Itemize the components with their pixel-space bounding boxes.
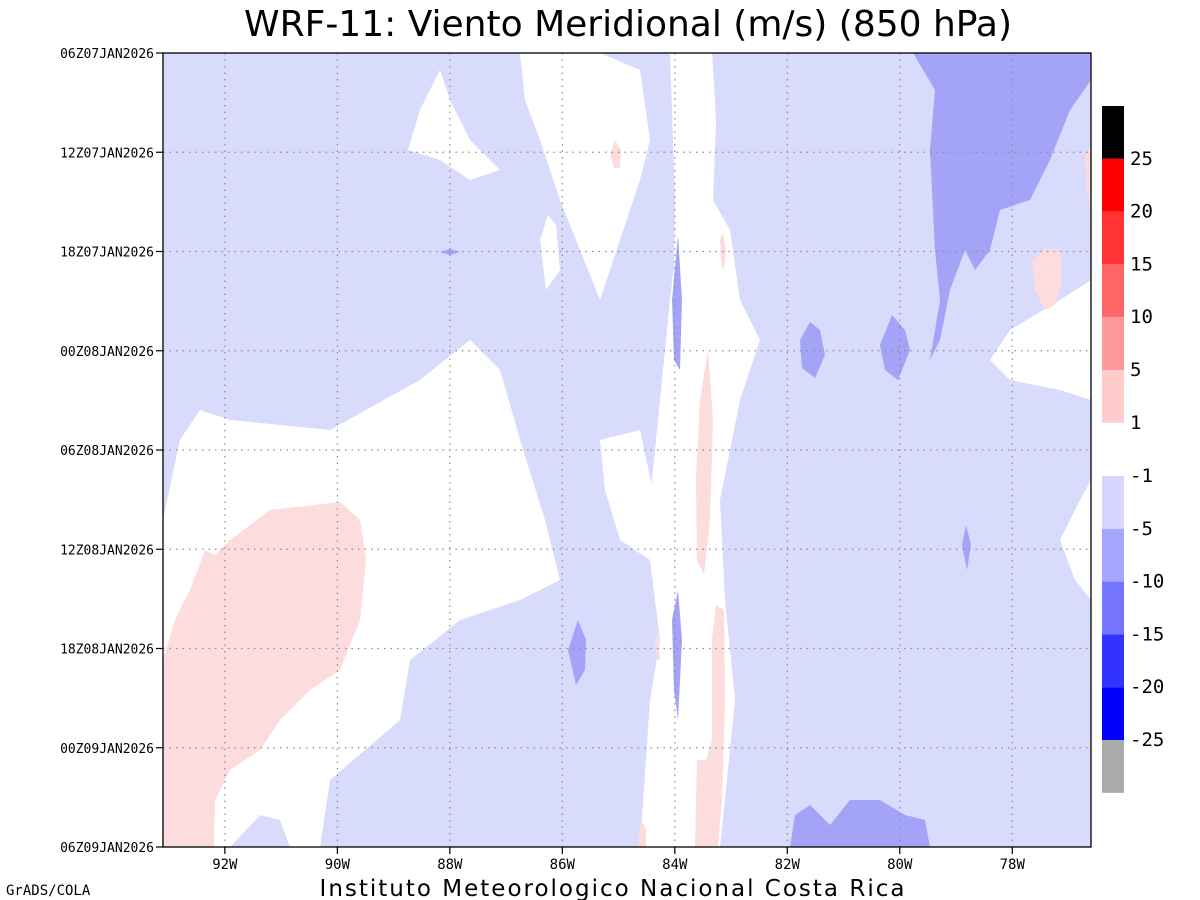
y-tick-label: 00Z08JAN2026: [60, 345, 154, 360]
colorbar-swatch: [1102, 476, 1124, 529]
colorbar-swatch: [1102, 158, 1124, 212]
colorbar-label: -1: [1130, 465, 1153, 487]
field-zero-6: [1060, 480, 1091, 600]
field-neg-east: [690, 53, 1091, 847]
colorbar-label: 5: [1130, 359, 1141, 381]
field-pos-blob-1: [610, 140, 621, 168]
field-pos-blob-5: [655, 630, 660, 660]
x-tick-label: 92W: [212, 857, 238, 873]
x-tick-label: 88W: [437, 857, 463, 873]
colorbar-swatch: [1102, 317, 1124, 370]
field-pos-blob-4: [638, 820, 646, 847]
colorbar-label: -15: [1130, 623, 1164, 645]
field-neg-strong-3: [568, 620, 586, 685]
y-tick-label: 18Z08JAN2026: [60, 643, 154, 658]
y-tick-label: 18Z07JAN2026: [60, 246, 154, 261]
field-neg-southwest: [230, 815, 290, 847]
field-neg-strong-2: [880, 315, 910, 380]
colorbar-swatch: [1102, 528, 1124, 582]
field-neg-middle: [320, 420, 660, 847]
colorbar-swatch: [1102, 211, 1124, 265]
field-zero-4: [670, 53, 760, 847]
colorbar-label: 1: [1130, 412, 1141, 434]
y-tick-label: 12Z08JAN2026: [60, 543, 154, 558]
field-zero-2: [540, 215, 560, 290]
colorbar-swatch: [1102, 740, 1124, 793]
colorbar-label: 20: [1130, 201, 1153, 223]
colorbar-swatch: [1102, 264, 1124, 318]
colorbar-label: -5: [1130, 518, 1153, 540]
field-pos-east: [1032, 248, 1062, 310]
chart-title: WRF-11: Viento Meridional (m/s) (850 hPa…: [244, 4, 1012, 45]
field-neg-strong-5: [672, 235, 682, 370]
field-zero-3: [520, 53, 650, 300]
field-pos-blob-3: [1085, 145, 1091, 210]
field-neg-strong-4: [962, 525, 971, 570]
field-pos-strip-1: [696, 350, 713, 575]
field-zero-7: [600, 430, 655, 560]
colorbar-swatch: [1102, 634, 1124, 688]
field-pos-southwest: [163, 502, 366, 847]
x-tick-label: 82W: [775, 857, 801, 873]
field-neg-strong-6: [672, 590, 682, 720]
colorbar-swatch: [1102, 581, 1124, 635]
colorbar-swatch: [1102, 106, 1124, 159]
gridlines: [163, 53, 1091, 847]
colorbar-label: -10: [1130, 571, 1164, 593]
field-neg-strong-ne: [913, 53, 1091, 360]
colorbar-swatch: [1102, 687, 1124, 740]
colorbar-label: -20: [1130, 676, 1164, 698]
y-tick-label: 06Z08JAN2026: [60, 444, 154, 459]
field-pos-strip-2: [695, 605, 725, 847]
colorbar: 25 20 15 10 5 1 -1 -5 -10 -15 -20 -25: [1102, 106, 1164, 793]
x-tick-label: 78W: [1000, 857, 1026, 873]
x-tick-label: 80W: [887, 857, 913, 873]
plot-area: [163, 53, 1091, 847]
field-neg-strong-1: [800, 322, 825, 378]
footer-label: Instituto Meteorologico Nacional Costa R…: [320, 876, 907, 900]
colorbar-label: -25: [1130, 729, 1164, 751]
y-tick-label: 12Z07JAN2026: [60, 146, 154, 161]
x-tick-label: 84W: [662, 857, 688, 873]
credit-label: GrADS/COLA: [6, 883, 91, 899]
y-tick-label: 00Z09JAN2026: [60, 742, 154, 757]
x-tick-label: 86W: [550, 857, 576, 873]
y-tick-label: 06Z09JAN2026: [60, 841, 154, 856]
field-zero-5: [990, 280, 1091, 400]
y-axis: 06Z07JAN2026 12Z07JAN2026 18Z07JAN2026 00Z0…: [60, 47, 163, 856]
x-tick-label: 90W: [325, 857, 351, 873]
field-neg-strong-7: [790, 800, 930, 847]
colorbar-label: 10: [1130, 306, 1153, 328]
x-axis: 92W 90W 88W 86W 84W 82W 80W 78W: [212, 847, 1025, 873]
y-tick-label: 06Z07JAN2026: [60, 47, 154, 62]
colorbar-swatch: [1102, 370, 1124, 423]
colorbar-label: 15: [1130, 253, 1153, 275]
colorbar-label: 25: [1130, 148, 1153, 170]
